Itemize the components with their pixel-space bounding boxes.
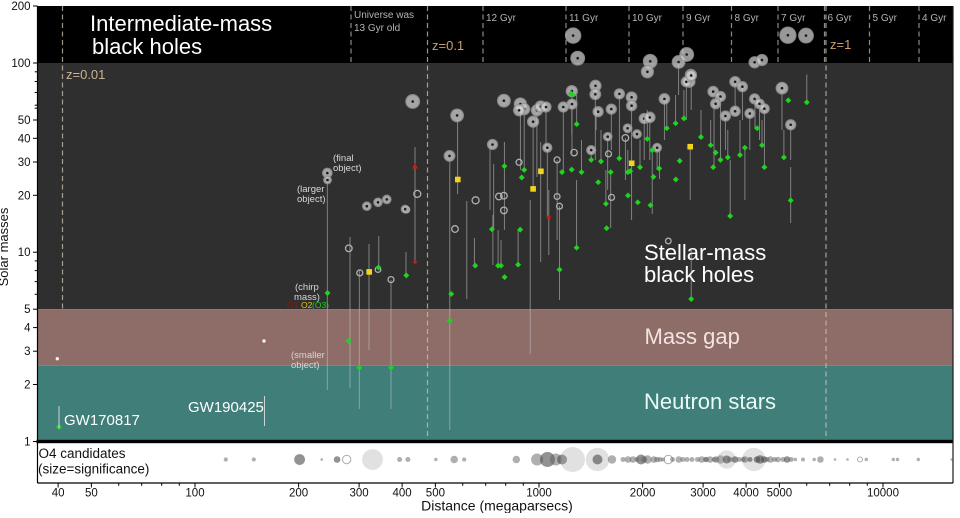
svg-text:200: 200 [289, 488, 308, 500]
svg-text:11 Gyr: 11 Gyr [569, 13, 599, 24]
svg-text:4 Gyr: 4 Gyr [922, 13, 947, 24]
svg-text:50: 50 [85, 488, 98, 500]
svg-text:3: 3 [24, 346, 30, 358]
svg-text:black holes: black holes [644, 262, 754, 287]
svg-text:mass): mass) [294, 292, 320, 303]
svg-text:10000: 10000 [867, 488, 899, 500]
svg-text:Universe was: Universe was [354, 10, 414, 21]
svg-text:5: 5 [24, 304, 30, 316]
svg-text:50: 50 [18, 115, 31, 127]
svg-text:4: 4 [24, 323, 31, 335]
svg-text:10 Gyr: 10 Gyr [632, 13, 663, 24]
svg-text:100: 100 [185, 488, 204, 500]
svg-text:O1: O1 [287, 300, 299, 310]
svg-text:300: 300 [350, 488, 369, 500]
svg-text:12 Gyr: 12 Gyr [486, 13, 517, 24]
svg-text:Distance (megaparsecs): Distance (megaparsecs) [421, 498, 573, 514]
svg-text:GW170817: GW170817 [64, 412, 140, 429]
svg-text:z=0.1: z=0.1 [432, 38, 464, 53]
svg-text:(size=significance): (size=significance) [38, 462, 149, 477]
svg-text:500: 500 [426, 488, 445, 500]
svg-text:5000: 5000 [767, 488, 793, 500]
svg-text:z=1: z=1 [830, 37, 851, 52]
svg-text:30: 30 [18, 157, 31, 169]
svg-text:4000: 4000 [733, 488, 759, 500]
svg-text:black holes: black holes [92, 34, 202, 59]
svg-text:7 Gyr: 7 Gyr [781, 13, 806, 24]
svg-text:1: 1 [24, 437, 30, 449]
svg-text:400: 400 [393, 488, 412, 500]
svg-text:(smaller: (smaller [291, 350, 325, 361]
svg-text:Solar masses: Solar masses [0, 207, 11, 286]
svg-text:20: 20 [18, 190, 31, 202]
svg-text:Neutron stars: Neutron stars [644, 389, 776, 414]
svg-text:40: 40 [52, 488, 65, 500]
svg-text:(O3): (O3) [312, 300, 329, 310]
svg-text:O4 candidates: O4 candidates [39, 446, 126, 461]
svg-text:object): object) [297, 194, 326, 205]
svg-text:(larger: (larger [297, 184, 324, 195]
svg-text:1000: 1000 [526, 488, 552, 500]
svg-text:5 Gyr: 5 Gyr [873, 13, 898, 24]
svg-text:GW190425: GW190425 [188, 399, 264, 416]
svg-text:2: 2 [24, 380, 30, 392]
svg-text:8 Gyr: 8 Gyr [735, 13, 760, 24]
svg-text:200: 200 [11, 1, 30, 13]
svg-text:(chirp: (chirp [295, 282, 319, 293]
svg-text:2000: 2000 [630, 488, 656, 500]
svg-text:3000: 3000 [690, 488, 716, 500]
svg-text:Stellar-mass: Stellar-mass [644, 240, 766, 265]
svg-text:40: 40 [18, 133, 31, 145]
svg-text:13 Gyr old: 13 Gyr old [354, 23, 400, 34]
svg-text:Mass gap: Mass gap [645, 324, 740, 349]
svg-text:10: 10 [18, 247, 31, 259]
svg-text:object): object) [291, 360, 320, 371]
svg-text:Intermediate-mass: Intermediate-mass [90, 11, 272, 36]
svg-text:z=0.01: z=0.01 [66, 67, 105, 82]
svg-text:(final: (final [333, 153, 354, 164]
svg-text:9 Gyr: 9 Gyr [686, 13, 711, 24]
svg-text:O2: O2 [301, 300, 313, 310]
svg-text:100: 100 [11, 58, 30, 70]
svg-text:object): object) [333, 163, 362, 174]
svg-text:6 Gyr: 6 Gyr [828, 13, 853, 24]
